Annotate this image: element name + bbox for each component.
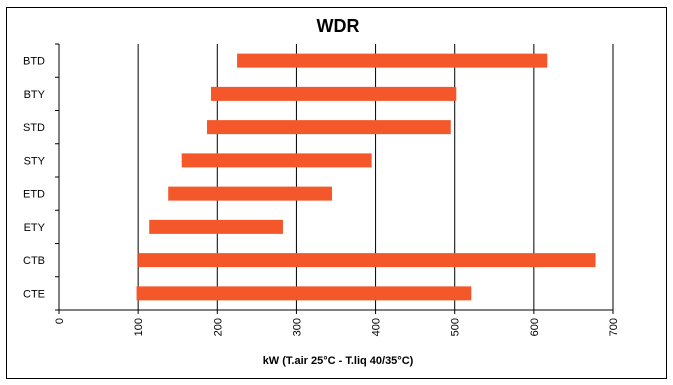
bar-btd (237, 53, 548, 68)
tick-labels: BTD BTY STD STY ETD ETY CTB CTE 0 100 200 300 400 500… (23, 56, 620, 337)
bar-std (206, 120, 451, 135)
x-axis-label: kW (T.air 25°C - T.liq 40/35°C) (263, 355, 414, 367)
x-tick-label-400: 400 (371, 318, 383, 336)
category-label-bty: BTY (24, 89, 46, 101)
grid-lines (137, 44, 614, 310)
x-tick-label-200: 200 (212, 318, 224, 336)
x-tick-label-700: 700 (608, 318, 620, 336)
chart-title: WDR (317, 16, 360, 36)
category-label-btd: BTD (23, 56, 45, 68)
category-label-etd: ETD (23, 189, 45, 201)
x-tick-label-0: 0 (54, 318, 66, 324)
category-label-ctb: CTB (23, 255, 45, 267)
x-tick-label-500: 500 (450, 318, 462, 336)
category-label-sty: STY (24, 155, 46, 167)
category-label-cte: CTE (23, 288, 45, 300)
x-tick-label-300: 300 (291, 318, 303, 336)
x-tick-label-100: 100 (133, 318, 145, 336)
bar-etd (168, 186, 333, 201)
category-label-std: STD (23, 122, 45, 134)
chart-frame (6, 7, 667, 379)
x-tick-label-600: 600 (529, 318, 541, 336)
axes (55, 43, 614, 314)
bar-bty (210, 86, 457, 101)
bar-sty (181, 153, 372, 168)
bars (136, 53, 596, 301)
bar-cte (136, 286, 472, 301)
category-label-ety: ETY (24, 222, 46, 234)
bar-ctb (138, 253, 596, 268)
bar-ety (149, 219, 283, 234)
